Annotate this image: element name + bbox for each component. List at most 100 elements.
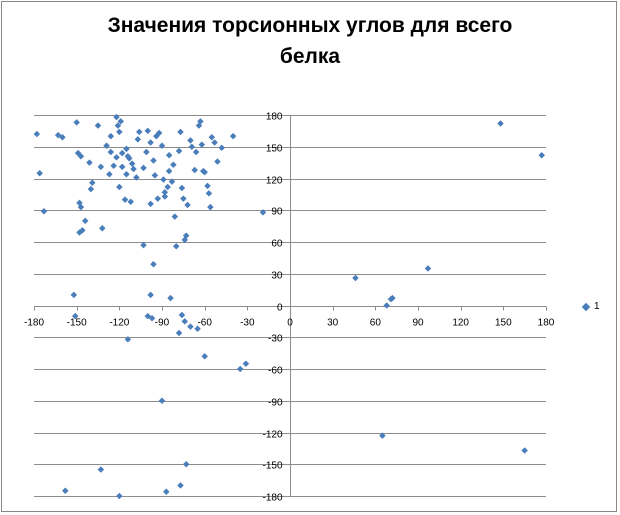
data-point [165, 167, 173, 175]
x-tick-label: 150 [495, 318, 512, 329]
data-point [118, 163, 126, 171]
y-tick-label: -180 [262, 493, 282, 504]
data-point [158, 142, 166, 150]
data-points [33, 113, 546, 500]
data-point [94, 122, 102, 129]
data-point [148, 314, 156, 322]
data-point [147, 139, 154, 146]
data-point [521, 447, 529, 454]
x-tick-label: -150 [67, 318, 87, 329]
y-tick-label: -120 [262, 430, 282, 441]
x-tick-label: -60 [197, 318, 212, 329]
data-point [70, 291, 78, 299]
data-point [182, 232, 190, 240]
x-tick-labels: -180 -150 -120 -90 -60 -30 0 30 60 90 120 150 180 [24, 318, 555, 329]
data-point [151, 171, 159, 179]
data-point [36, 169, 44, 177]
data-point [197, 117, 204, 125]
data-point [59, 133, 66, 141]
data-point [79, 227, 86, 234]
data-point [121, 196, 129, 204]
data-point [207, 203, 214, 211]
data-point [98, 224, 106, 232]
data-point [167, 294, 174, 302]
data-point [208, 133, 216, 141]
data-point [538, 151, 546, 159]
data-point [175, 329, 183, 337]
data-point [204, 182, 211, 190]
data-point [103, 142, 110, 150]
chart-title-line-1: Значения торсионных углов для всего [107, 14, 513, 37]
data-point [184, 201, 191, 209]
data-point [194, 325, 201, 333]
x-tick-label: -180 [24, 318, 44, 329]
data-point [242, 360, 250, 368]
data-point [178, 184, 186, 192]
data-point [218, 144, 226, 152]
x-tick-label: -30 [240, 318, 255, 329]
data-point [140, 241, 147, 249]
data-point [383, 302, 391, 309]
y-tick-label: 30 [271, 271, 283, 282]
data-point [144, 312, 152, 320]
data-point [61, 487, 69, 495]
data-point [106, 170, 113, 178]
data-point [33, 130, 41, 138]
data-point [168, 178, 176, 186]
data-point [171, 213, 179, 220]
data-point [147, 200, 154, 208]
data-point [123, 145, 130, 153]
data-point [162, 488, 170, 496]
data-point [188, 143, 196, 151]
y-tick-labels: 180 150 120 90 60 30 0 -30 -60 -90 -120 -150 -180 [262, 112, 282, 504]
data-point [158, 397, 166, 405]
data-point [40, 207, 48, 215]
y-tick-label: 150 [266, 144, 283, 155]
data-point [144, 127, 152, 135]
data-point [236, 365, 244, 373]
data-point [175, 147, 183, 155]
data-point [352, 274, 359, 282]
legend-label: 1 [594, 301, 600, 312]
data-point [97, 466, 105, 473]
x-tick-label: -90 [155, 318, 170, 329]
data-point [147, 291, 154, 299]
legend: 1 [581, 301, 600, 312]
chart-title: Значения торсионных углов для всего белк… [0, 10, 620, 72]
data-point [107, 132, 115, 140]
data-point [115, 128, 123, 136]
x-tick-label: -120 [109, 318, 129, 329]
data-point [115, 492, 123, 500]
data-point [125, 155, 133, 162]
data-point [130, 165, 137, 173]
data-point [161, 193, 169, 200]
data-point [117, 117, 125, 125]
data-point [150, 157, 157, 164]
y-tick-label: 120 [266, 176, 283, 187]
data-point [201, 168, 209, 176]
y-tick-label: 60 [271, 239, 283, 250]
data-point [211, 139, 218, 146]
data-point [54, 131, 62, 139]
data-point [170, 161, 177, 169]
data-point [182, 460, 190, 468]
data-point [97, 163, 105, 171]
data-point [160, 176, 167, 183]
x-tick-label: 0 [287, 318, 293, 329]
data-point [81, 217, 89, 225]
data-point [77, 203, 85, 211]
data-point [229, 132, 237, 140]
data-point [154, 195, 162, 202]
data-point [71, 312, 79, 320]
data-point [178, 311, 186, 319]
data-point [165, 151, 173, 159]
y-tick-label: -150 [262, 461, 282, 472]
y-tick-label: -30 [268, 334, 283, 345]
data-point [187, 137, 194, 144]
axes [34, 115, 547, 497]
data-point [177, 128, 184, 136]
data-point [87, 185, 95, 193]
data-point [133, 174, 140, 181]
data-point [187, 323, 194, 331]
